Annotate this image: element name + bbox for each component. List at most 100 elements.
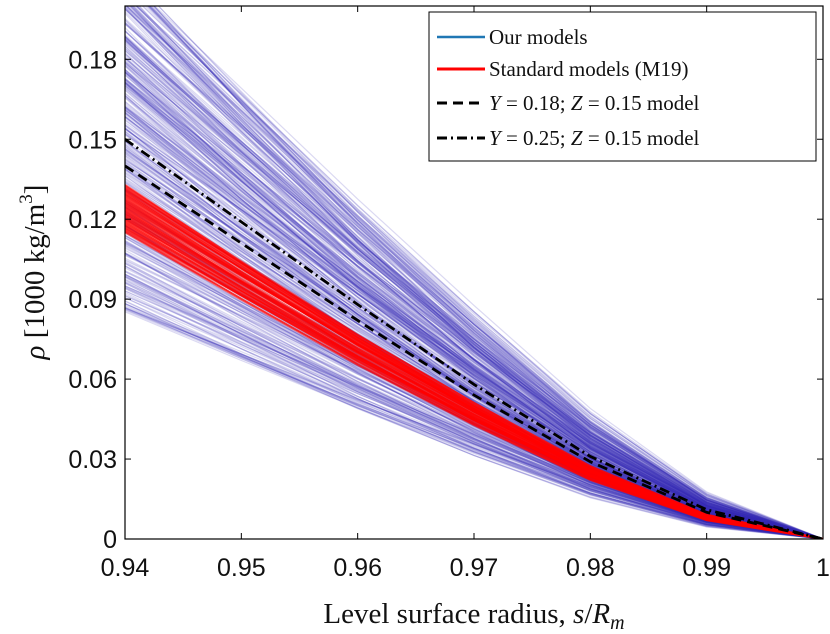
our-model-line: [125, 276, 823, 539]
our-model-line: [125, 179, 823, 539]
our-model-line: [153, 6, 823, 539]
x-tick-label: 0.97: [450, 554, 499, 582]
our-model-line: [125, 58, 823, 539]
our-model-line: [125, 271, 823, 539]
our-model-line: [130, 6, 823, 539]
our-model-line: [125, 64, 823, 539]
our-model-line: [125, 47, 823, 539]
our-model-line: [152, 6, 823, 539]
our-model-line: [125, 267, 823, 539]
our-model-line: [125, 7, 823, 539]
our-model-line: [125, 282, 823, 539]
y-axis-label: ρ [1000 kg/m3]: [16, 185, 51, 361]
y-tick-label: 0.12: [68, 206, 117, 234]
our-model-line: [138, 6, 823, 539]
our-model-line: [125, 35, 823, 539]
our-model-line: [125, 6, 823, 539]
our-model-line: [125, 12, 823, 539]
x-axis-ticks: 0.94 0.95 0.96 0.97 0.98 0.99 1: [101, 6, 830, 582]
our-model-line: [141, 6, 823, 539]
our-model-line: [147, 6, 823, 539]
our-model-line: [126, 6, 823, 539]
our-model-line: [125, 6, 823, 539]
our-model-line: [125, 109, 823, 539]
our-model-line: [125, 62, 823, 539]
y-tick-label: 0: [103, 526, 117, 554]
our-model-line: [125, 72, 823, 539]
our-model-line: [125, 36, 823, 539]
our-model-line: [125, 133, 823, 539]
our-model-line: [125, 282, 823, 539]
our-model-line: [125, 295, 823, 539]
our-model-line: [125, 308, 823, 539]
our-model-line: [125, 288, 823, 539]
our-model-line: [125, 49, 823, 539]
our-model-line: [125, 60, 823, 539]
our-model-line: [125, 106, 823, 539]
our-model-line: [125, 34, 823, 539]
our-model-line: [125, 159, 823, 539]
our-model-line: [125, 37, 823, 539]
our-model-line: [125, 8, 823, 539]
our-model-line: [125, 35, 823, 539]
our-model-line: [125, 88, 823, 539]
our-model-line: [125, 123, 823, 539]
our-model-line: [125, 112, 823, 539]
our-model-line: [125, 265, 823, 539]
our-model-line: [125, 84, 823, 539]
our-model-line: [125, 303, 823, 539]
our-model-line: [125, 103, 823, 539]
our-model-line: [125, 82, 823, 539]
our-model-line: [125, 175, 823, 539]
our-model-line: [125, 6, 823, 539]
our-model-line: [125, 276, 823, 539]
our-model-line: [125, 303, 823, 539]
our-model-line: [125, 304, 823, 539]
our-model-line: [125, 63, 823, 539]
our-model-line: [138, 6, 823, 539]
our-model-line: [125, 57, 823, 539]
standard-models-band: [125, 183, 823, 539]
our-model-line: [125, 43, 823, 539]
our-model-line: [125, 296, 823, 539]
our-model-line: [125, 19, 823, 539]
our-model-line: [125, 124, 823, 539]
our-model-line: [125, 275, 823, 539]
our-model-line: [125, 53, 823, 539]
our-model-line: [125, 297, 823, 539]
our-model-line: [144, 6, 823, 539]
our-model-line: [125, 234, 823, 539]
our-model-line: [125, 40, 823, 539]
our-model-line: [125, 274, 823, 539]
our-model-line: [125, 6, 823, 539]
our-model-line: [125, 243, 823, 539]
x-tick-label: 0.94: [101, 554, 150, 582]
our-model-line: [125, 253, 823, 539]
our-model-line: [125, 18, 823, 539]
our-model-line: [125, 78, 823, 539]
our-model-line: [125, 261, 823, 539]
our-model-line: [125, 39, 823, 539]
our-model-line: [125, 119, 823, 539]
our-model-line: [125, 30, 823, 539]
y-tick-label: 0.06: [68, 366, 117, 394]
our-model-line: [125, 43, 823, 539]
our-model-line: [125, 30, 823, 539]
our-model-line: [125, 109, 823, 539]
our-model-line: [125, 150, 823, 539]
our-model-line: [125, 6, 823, 539]
our-model-line: [125, 122, 823, 539]
legend-box: [428, 11, 817, 162]
y-tick-label: 0.03: [68, 446, 117, 474]
our-model-line: [125, 128, 823, 539]
our-model-line: [125, 8, 823, 539]
our-model-line: [146, 6, 823, 539]
our-model-line: [125, 83, 823, 539]
our-model-line: [125, 60, 823, 539]
our-model-line: [125, 245, 823, 539]
our-model-line: [125, 22, 823, 539]
our-model-line: [142, 6, 823, 539]
our-model-line: [125, 293, 823, 539]
x-tick-label: 0.95: [217, 554, 266, 582]
